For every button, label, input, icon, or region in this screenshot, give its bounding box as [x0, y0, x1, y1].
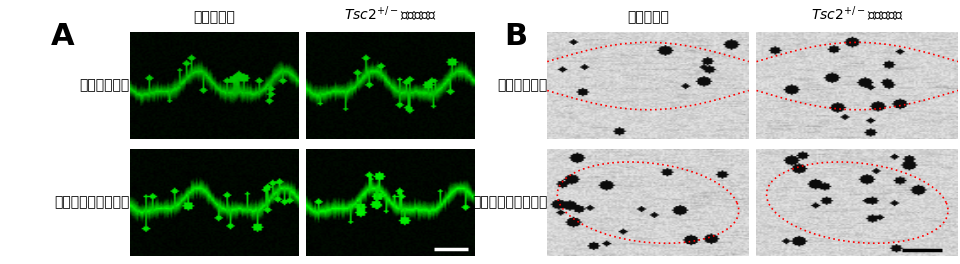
- Text: ロナファルニブ投与: ロナファルニブ投与: [54, 196, 130, 210]
- Text: 正常マウス: 正常マウス: [193, 10, 235, 24]
- Text: $\mathit{Tsc2}^{+/-}$変異マウス: $\mathit{Tsc2}^{+/-}$変異マウス: [811, 4, 903, 24]
- Text: 溶媒のみ投与: 溶媒のみ投与: [497, 78, 547, 92]
- Text: A: A: [51, 22, 74, 51]
- Text: $\mathit{Tsc2}^{+/-}$変異マウス: $\mathit{Tsc2}^{+/-}$変異マウス: [345, 4, 437, 24]
- Text: ロナファルニブ投与: ロナファルニブ投与: [471, 196, 547, 210]
- Text: 溶媒のみ投与: 溶媒のみ投与: [80, 78, 130, 92]
- Text: B: B: [504, 22, 528, 51]
- Text: 正常マウス: 正常マウス: [627, 10, 669, 24]
